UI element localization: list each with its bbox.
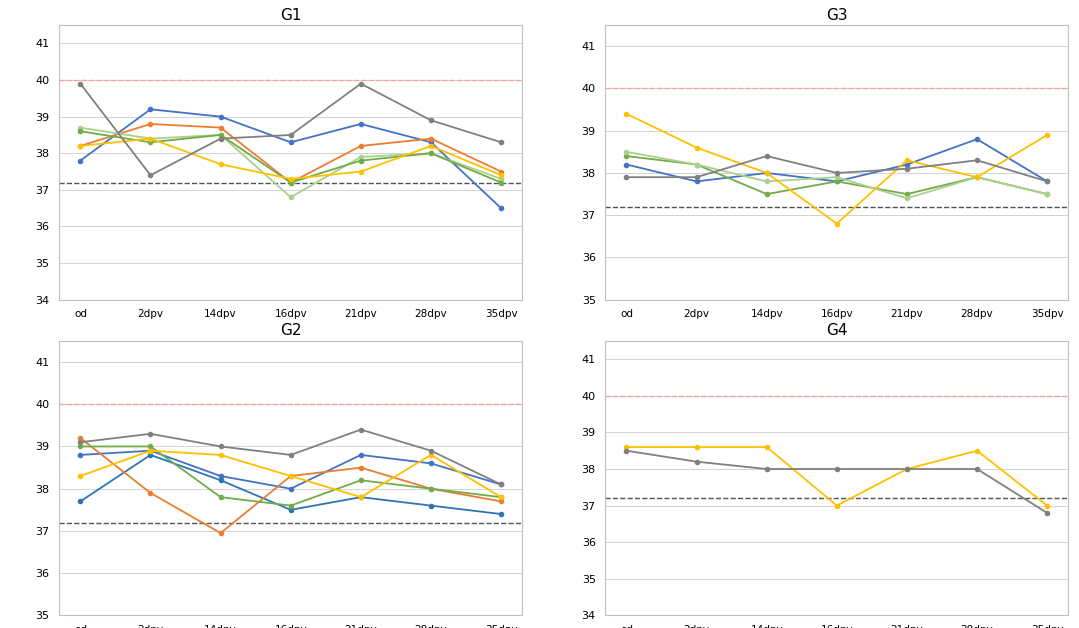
Title: G4: G4: [827, 323, 848, 338]
Title: G3: G3: [827, 8, 848, 23]
Title: G2: G2: [279, 323, 301, 338]
Legend: lower limit, upper limit: lower limit, upper limit: [748, 364, 926, 382]
Title: G1: G1: [279, 8, 301, 23]
Legend: lower limit, upper limit: lower limit, upper limit: [202, 364, 380, 382]
